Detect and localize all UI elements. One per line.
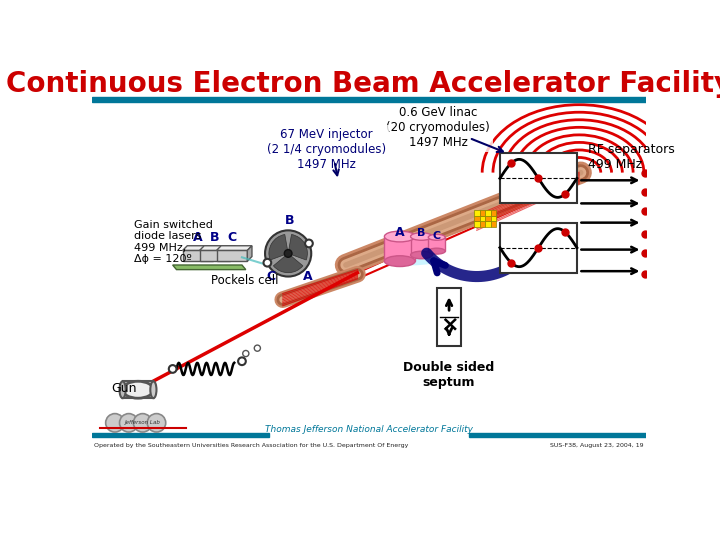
- Polygon shape: [199, 246, 235, 251]
- Text: B: B: [210, 231, 220, 244]
- Text: Thomas Jefferson National Accelerator Facility: Thomas Jefferson National Accelerator Fa…: [265, 426, 473, 434]
- Bar: [480, 221, 485, 226]
- Bar: [474, 211, 480, 215]
- Ellipse shape: [150, 381, 156, 398]
- Bar: [500, 222, 577, 273]
- Ellipse shape: [122, 381, 153, 398]
- Bar: [410, 237, 432, 255]
- Circle shape: [265, 231, 311, 276]
- Ellipse shape: [428, 248, 445, 254]
- Text: B: B: [285, 214, 294, 227]
- Polygon shape: [217, 251, 248, 261]
- Bar: [122, 381, 153, 398]
- Circle shape: [168, 365, 176, 373]
- Circle shape: [284, 249, 292, 257]
- Bar: [485, 211, 490, 215]
- Text: B: B: [417, 228, 426, 238]
- Text: Continuous Electron Beam Accelerator Facility: Continuous Electron Beam Accelerator Fac…: [6, 70, 720, 98]
- Text: Gain switched
diode lasers
499 MHz,
Δϕ = 120º: Gain switched diode lasers 499 MHz, Δϕ =…: [134, 219, 213, 264]
- Bar: [490, 215, 496, 221]
- Ellipse shape: [410, 251, 432, 259]
- Circle shape: [238, 357, 246, 365]
- Text: Gun: Gun: [111, 382, 137, 395]
- Bar: [480, 215, 485, 221]
- Ellipse shape: [120, 381, 126, 398]
- Text: ×: ×: [440, 315, 459, 335]
- Polygon shape: [173, 265, 246, 269]
- Text: C: C: [228, 231, 236, 244]
- Polygon shape: [248, 246, 252, 261]
- Circle shape: [305, 240, 312, 247]
- Bar: [485, 215, 490, 221]
- Text: A: A: [303, 271, 313, 284]
- Circle shape: [243, 350, 249, 356]
- Text: SUS-F38, August 23, 2004, 19: SUS-F38, August 23, 2004, 19: [550, 443, 644, 448]
- Bar: [485, 221, 490, 226]
- Text: A: A: [193, 231, 203, 244]
- Text: Operated by the Southeastern Universities Research Association for the U.S. Depa: Operated by the Southeastern Universitie…: [94, 443, 408, 448]
- Bar: [92, 433, 269, 437]
- Bar: [384, 237, 415, 261]
- Polygon shape: [199, 251, 230, 261]
- Ellipse shape: [384, 256, 415, 267]
- Polygon shape: [217, 246, 252, 251]
- Polygon shape: [183, 246, 218, 251]
- Bar: [474, 221, 480, 226]
- Bar: [490, 211, 496, 215]
- Ellipse shape: [410, 233, 432, 240]
- Ellipse shape: [384, 231, 415, 242]
- Wedge shape: [288, 234, 307, 260]
- Ellipse shape: [428, 234, 445, 240]
- Circle shape: [148, 414, 166, 432]
- Text: C: C: [266, 271, 276, 284]
- Polygon shape: [183, 251, 213, 261]
- Circle shape: [120, 414, 138, 432]
- Bar: [469, 433, 647, 437]
- Bar: [92, 97, 647, 102]
- Text: RF separators
499 MHz: RF separators 499 MHz: [588, 143, 675, 171]
- Text: Double sided
septum: Double sided septum: [403, 361, 495, 389]
- Text: C: C: [433, 231, 441, 241]
- Text: Jefferson Lab: Jefferson Lab: [125, 420, 161, 426]
- Polygon shape: [230, 246, 235, 261]
- Ellipse shape: [384, 254, 438, 265]
- Text: A: A: [395, 226, 405, 239]
- Circle shape: [254, 345, 261, 351]
- Bar: [428, 237, 445, 251]
- Bar: [474, 215, 480, 221]
- Text: 67 MeV injector
(2 1/4 cryomodules)
1497 MHz: 67 MeV injector (2 1/4 cryomodules) 1497…: [267, 128, 386, 171]
- Circle shape: [106, 414, 124, 432]
- Circle shape: [133, 414, 152, 432]
- Wedge shape: [274, 253, 303, 273]
- Circle shape: [264, 259, 271, 267]
- Polygon shape: [213, 246, 218, 261]
- Bar: [500, 153, 577, 204]
- Bar: [480, 211, 485, 215]
- Text: Pockels cell: Pockels cell: [211, 274, 279, 287]
- Wedge shape: [269, 234, 288, 260]
- Bar: [490, 221, 496, 226]
- Text: 0.6 GeV linac
(20 cryomodules)
1497 MHz: 0.6 GeV linac (20 cryomodules) 1497 MHz: [387, 106, 490, 150]
- Bar: [437, 288, 462, 346]
